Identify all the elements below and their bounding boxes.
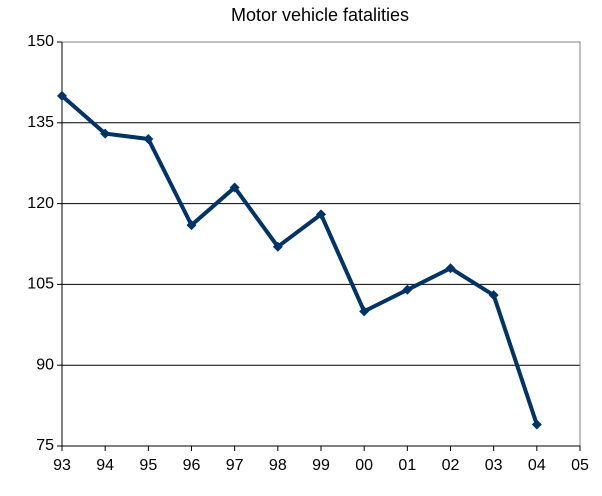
x-tick-label: 02 <box>442 457 460 474</box>
data-point <box>100 128 111 139</box>
x-tick-label: 00 <box>355 457 373 474</box>
x-tick-label: 96 <box>183 457 201 474</box>
y-tick-label: 75 <box>36 437 54 454</box>
x-tick-label: 95 <box>139 457 157 474</box>
data-point <box>272 241 283 252</box>
x-tick-label: 98 <box>269 457 287 474</box>
x-tick-label: 99 <box>312 457 330 474</box>
data-point <box>57 90 67 101</box>
data-point <box>229 182 240 193</box>
data-point <box>316 209 326 220</box>
data-point <box>445 263 456 274</box>
x-tick-label: 03 <box>485 457 503 474</box>
x-tick-label: 97 <box>226 457 244 474</box>
data-point <box>488 290 499 301</box>
y-tick-label: 90 <box>36 356 54 373</box>
x-tick-label: 94 <box>96 457 114 474</box>
x-tick-label: 93 <box>53 457 71 474</box>
x-tick-label: 04 <box>528 457 546 474</box>
x-tick-label: 01 <box>398 457 416 474</box>
y-tick-label: 120 <box>27 195 54 212</box>
series-line <box>60 94 539 426</box>
data-point <box>531 419 542 430</box>
data-point <box>402 284 413 295</box>
data-point <box>359 306 370 317</box>
data-point <box>143 133 154 144</box>
chart-title: Motor vehicle fatalities <box>231 5 409 25</box>
x-tick-label: 05 <box>571 457 589 474</box>
y-tick-label: 105 <box>27 276 54 293</box>
data-point <box>186 220 197 231</box>
plot-border <box>61 41 581 447</box>
y-tick-label: 150 <box>27 33 54 50</box>
y-tick-label: 135 <box>27 114 54 131</box>
